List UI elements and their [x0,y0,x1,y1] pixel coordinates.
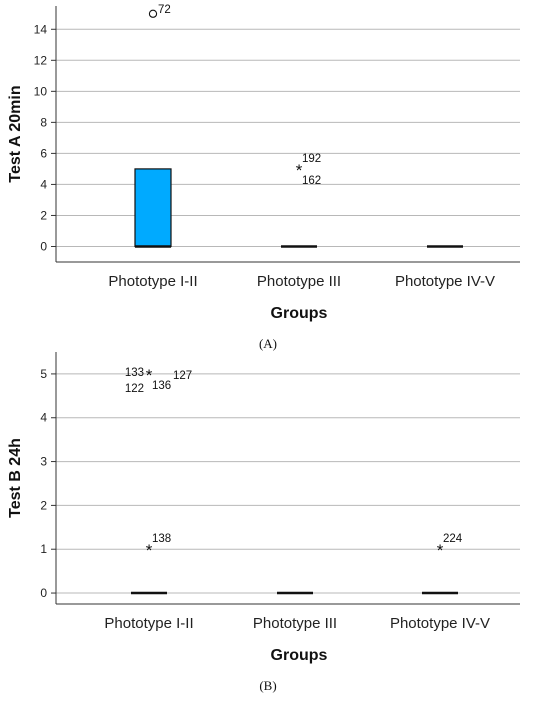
outlier-label: 122 [125,383,144,395]
box [134,168,172,248]
y-tick-label: 4 [40,177,47,191]
x-axis-title: Groups [271,647,328,664]
outlier-label: 224 [443,533,463,545]
x-category-label: Phototype IV-V [390,615,490,632]
panel-label: (A) [259,336,277,351]
outlier-label: 72 [158,4,171,16]
y-tick-label: 2 [40,208,47,222]
x-category-label: Phototype III [257,273,341,290]
x-category-label: Phototype III [253,615,337,632]
y-tick-label: 1 [40,542,47,556]
outlier-star: * [146,541,153,560]
outlier-circle [148,9,158,18]
outlier-label: 162 [302,175,321,187]
y-tick-label: 10 [34,84,48,98]
y-tick-label: 2 [40,498,47,512]
y-tick-label: 4 [40,411,47,425]
y-tick-label: 8 [40,115,47,129]
panel-b: 0 1 2 3 4 5 Phototype I-II Phototype III Phototy… [7,352,520,693]
y-axis-title: Test A 20min [7,85,24,182]
y-tick-label: 12 [34,53,48,67]
outlier-star: * [296,161,303,180]
outlier-label: 138 [152,533,171,545]
panel-a: 0 2 4 6 8 10 12 14 Phototype I-II Phototype III Ph… [7,4,520,351]
outlier-label: 136 [152,380,171,392]
y-tick-label: 5 [40,367,47,381]
outlier-label: 127 [173,370,192,382]
outlier-label: 192 [302,153,321,165]
y-tick-label: 14 [34,22,48,36]
x-category-label: Phototype IV-V [395,273,495,290]
outlier-label: 133 [125,367,144,379]
outlier-star: * [146,366,153,385]
y-axis-title: Test B 24h [7,438,24,518]
y-tick-label: 3 [40,455,47,469]
x-category-label: Phototype I-II [104,615,193,632]
y-tick-label: 0 [40,586,47,600]
y-tick-label: 0 [40,239,47,253]
x-axis-title: Groups [271,305,328,322]
outlier-star: * [437,541,444,560]
x-category-label: Phototype I-II [108,273,197,290]
y-tick-label: 6 [40,146,47,160]
panel-label: (B) [259,678,276,693]
